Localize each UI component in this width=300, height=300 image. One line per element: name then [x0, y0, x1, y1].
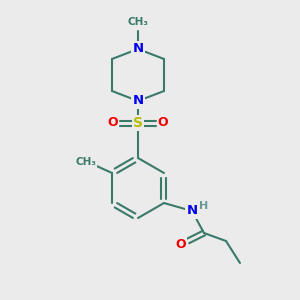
Text: O: O: [108, 116, 118, 130]
Text: O: O: [176, 238, 186, 250]
Text: N: N: [186, 205, 197, 218]
Text: N: N: [132, 94, 144, 107]
Text: CH₃: CH₃: [76, 157, 97, 167]
Text: N: N: [132, 43, 144, 56]
Text: H: H: [200, 201, 208, 211]
Text: O: O: [158, 116, 168, 130]
Text: CH₃: CH₃: [128, 17, 148, 27]
Text: S: S: [133, 116, 143, 130]
